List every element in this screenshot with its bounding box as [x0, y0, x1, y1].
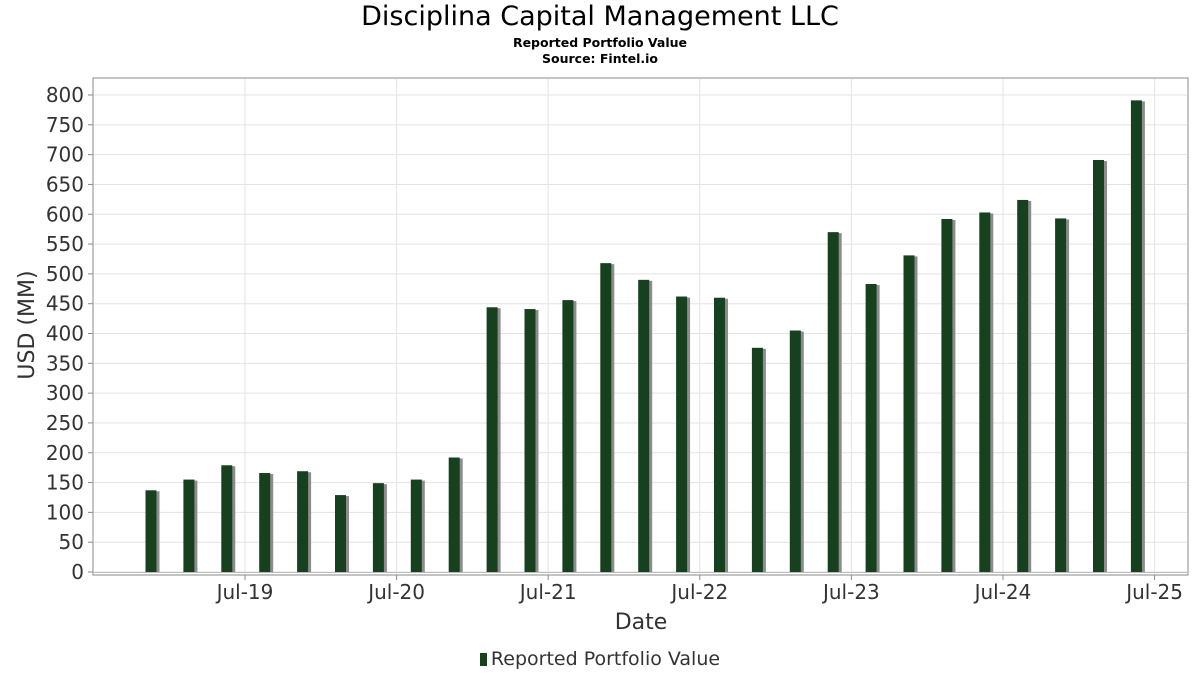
y-tick-label: 550: [46, 232, 84, 256]
x-tick-label: Jul-22: [669, 580, 728, 604]
x-axis-label: Date: [615, 610, 668, 635]
y-tick-label: 250: [46, 411, 84, 435]
y-tick-label: 600: [46, 202, 84, 226]
x-tick-label: Jul-21: [518, 580, 577, 604]
bar: [638, 279, 650, 572]
bar: [145, 490, 157, 572]
bar: [1130, 100, 1142, 573]
y-tick-label: 300: [46, 381, 84, 405]
y-tick-label: 150: [46, 471, 84, 495]
legend-swatch: [479, 653, 487, 666]
bar: [448, 457, 460, 572]
x-tick-label: Jul-20: [366, 580, 425, 604]
legend-label: Reported Portfolio Value: [490, 648, 721, 670]
y-tick-label: 700: [46, 143, 84, 167]
bar: [789, 330, 801, 572]
bar: [221, 465, 233, 572]
bar: [751, 347, 763, 572]
bar: [335, 495, 346, 572]
y-tick-label: 650: [46, 172, 84, 196]
y-tick-label: 200: [46, 441, 84, 465]
x-tick-label: Jul-19: [215, 580, 274, 604]
x-tick-label: Jul-25: [1124, 580, 1183, 604]
x-axis-ticks: Jul-19 Jul-20 Jul-21 Jul-22 Jul-23 Jul-24 Jul-…: [215, 580, 1183, 604]
y-tick-label: 450: [46, 292, 84, 316]
bars: [145, 100, 1145, 573]
legend: Reported Portfolio Value: [0, 648, 1200, 670]
bar: [941, 219, 953, 572]
chart-source: Source: Fintel.io: [542, 51, 658, 66]
y-tick-label: 750: [46, 113, 84, 137]
bar: [979, 212, 991, 572]
y-tick-label: 500: [46, 262, 84, 286]
y-tick-label: 400: [46, 322, 84, 346]
y-tick-label: 350: [46, 351, 84, 375]
y-tick-label: 800: [46, 83, 84, 107]
bar: [524, 309, 536, 572]
bar: [714, 297, 725, 572]
bar: [865, 284, 877, 572]
bar: [1017, 199, 1029, 572]
bar: [562, 300, 574, 572]
bar: [297, 471, 309, 572]
bar: [259, 473, 271, 572]
bar: [410, 479, 422, 572]
bar: [600, 263, 612, 572]
x-tick-label: Jul-24: [973, 580, 1032, 604]
y-axis-label: USD (MM): [15, 270, 40, 379]
y-tick-label: 100: [46, 500, 84, 524]
bar: [1055, 218, 1067, 572]
bar: [1093, 159, 1104, 572]
x-tick-label: Jul-23: [821, 580, 880, 604]
chart-subtitle: Reported Portfolio Value: [512, 35, 688, 50]
y-tick-label: 0: [71, 560, 84, 584]
bar: [676, 296, 688, 572]
bar: [903, 255, 915, 573]
y-axis-ticks: 0 50 100 150 200 250 300 350 400 450 500 550 600 650 7…: [46, 83, 84, 584]
bar: [183, 479, 195, 572]
chart-title: Disciplina Capital Management LLC: [361, 1, 839, 32]
bar: [372, 483, 384, 572]
bar: [827, 232, 839, 572]
bar: [486, 307, 498, 572]
y-tick-label: 50: [59, 530, 84, 554]
